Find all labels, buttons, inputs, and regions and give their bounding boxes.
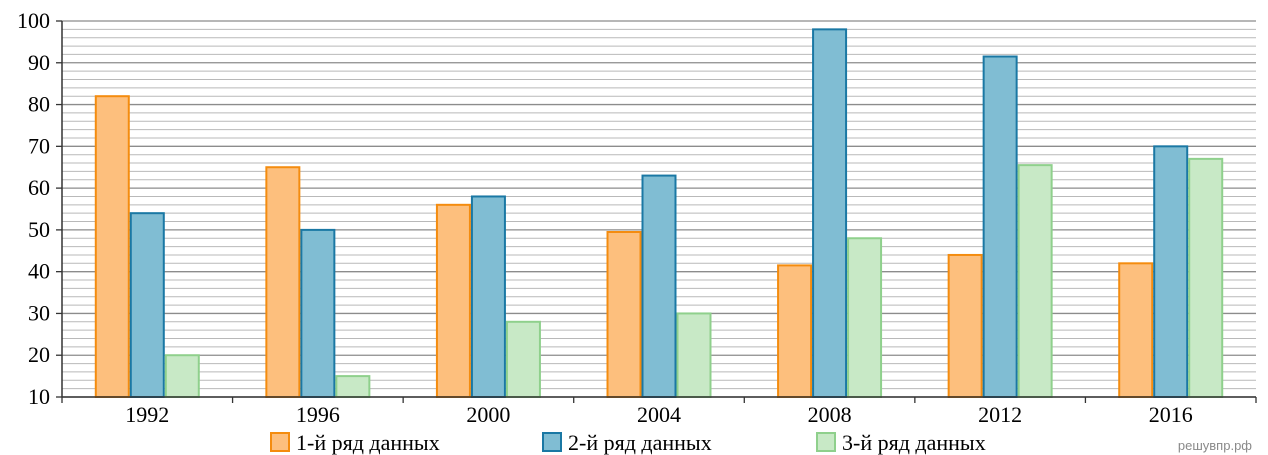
legend-label-series-3: 3-й ряд данных	[842, 430, 986, 455]
bar-series-2-2008	[812, 28, 848, 398]
watermark: решувпр.рф	[1178, 438, 1252, 453]
y-tick-label: 70	[28, 133, 50, 158]
bar-series-2-2000	[470, 195, 506, 398]
x-tick-label: 2012	[978, 402, 1022, 427]
legend-swatch-series-3	[816, 432, 836, 452]
bar-series-3-2000	[505, 320, 541, 398]
bar-series-3-1992	[164, 354, 200, 399]
legend: 1-й ряд данных 2-й ряд данных 3-й ряд данн…	[270, 430, 986, 455]
y-tick-label: 40	[28, 259, 50, 284]
legend-swatch-series-1	[270, 432, 290, 452]
bars	[94, 28, 1224, 399]
y-tick-label: 60	[28, 175, 50, 200]
legend-swatch-series-2	[542, 432, 562, 452]
bar-series-3-2012	[1017, 164, 1053, 398]
y-tick-label: 50	[28, 217, 50, 242]
bar-series-2-2012	[982, 55, 1018, 399]
x-tick-label: 2016	[1149, 402, 1193, 427]
axes	[56, 20, 1257, 403]
x-tick-label: 1996	[296, 402, 340, 427]
bar-series-1-2016	[1118, 262, 1154, 398]
bar-series-2-1992	[129, 212, 165, 398]
y-tick-label: 20	[28, 342, 50, 367]
bar-series-3-1996	[335, 375, 371, 399]
x-tick-label: 2000	[466, 402, 510, 427]
bar-series-2-2004	[641, 174, 677, 398]
bar-series-1-1996	[265, 166, 301, 398]
y-tick-label: 80	[28, 92, 50, 117]
y-tick-label: 100	[17, 8, 50, 33]
x-tick-label: 2004	[637, 402, 681, 427]
y-tick-label: 10	[28, 384, 50, 409]
bar-series-1-2004	[606, 230, 642, 398]
bar-series-3-2004	[676, 312, 712, 399]
y-tick-label: 90	[28, 50, 50, 75]
bar-series-1-2000	[435, 203, 471, 398]
y-tick-label: 30	[28, 300, 50, 325]
bar-series-2-2016	[1153, 145, 1189, 398]
legend-label-series-2: 2-й ряд данных	[568, 430, 712, 455]
bar-series-1-2012	[947, 253, 983, 398]
x-tick-label: 1992	[125, 402, 169, 427]
x-tick-labels: 1992 1996 2000 2004 2008 2012 2016	[125, 402, 1192, 427]
legend-label-series-1: 1-й ряд данных	[296, 430, 440, 455]
bar-series-3-2016	[1188, 157, 1224, 398]
bar-series-3-2008	[847, 237, 883, 398]
bar-series-2-1996	[300, 228, 336, 398]
y-tick-labels: 10 20 30 40 50 60 70 80 90 100	[17, 8, 50, 409]
x-tick-label: 2008	[808, 402, 852, 427]
bar-series-1-2008	[777, 264, 813, 398]
bar-series-1-1992	[94, 95, 130, 398]
